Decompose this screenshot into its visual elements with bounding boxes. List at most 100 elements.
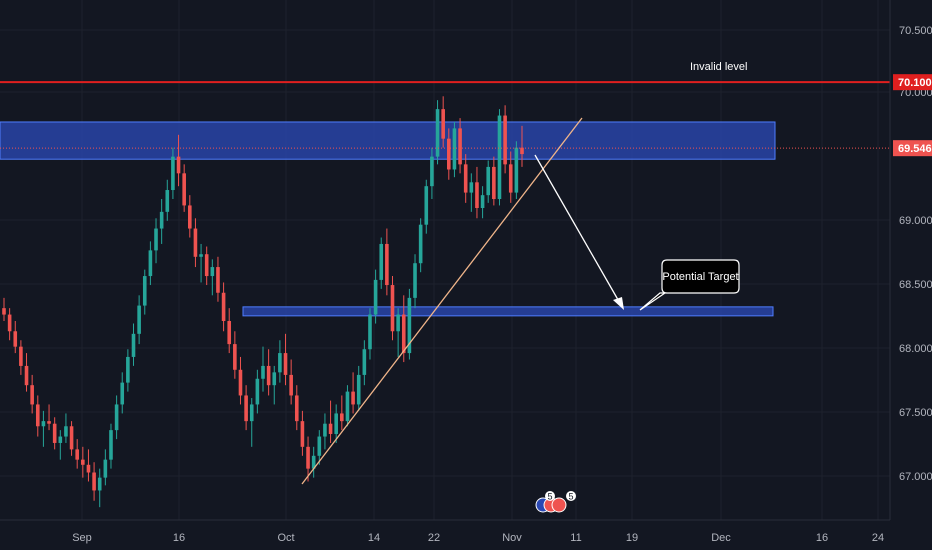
candle-body: [165, 190, 170, 212]
candle-body: [86, 464, 91, 473]
x-tick-label: 24: [872, 532, 884, 544]
candle-body: [520, 147, 524, 155]
candle-body: [469, 182, 474, 193]
candle-body: [148, 250, 153, 277]
candle-body: [300, 421, 305, 447]
candle-body: [92, 472, 96, 491]
grid: [0, 0, 890, 520]
candle-body: [362, 349, 367, 375]
candle-body: [306, 446, 310, 469]
y-tick-label: 68.500: [899, 279, 932, 291]
candle-body: [182, 173, 186, 206]
trendline: [301, 117, 583, 485]
candle-body: [463, 164, 468, 193]
candle-body: [379, 243, 384, 280]
candle-body: [81, 459, 85, 465]
candle-body: [47, 421, 51, 424]
candle-body: [216, 267, 220, 293]
candle-body: [137, 305, 141, 334]
candle-body: [334, 413, 338, 434]
candle-body: [13, 331, 18, 347]
candle-body: [480, 195, 485, 208]
invalid-level-label: Invalid level: [690, 61, 747, 73]
candle-body: [204, 254, 209, 277]
candle-body: [475, 182, 479, 208]
candle-body: [340, 413, 344, 422]
candle-body: [447, 138, 451, 170]
x-tick-label: 22: [428, 532, 440, 544]
candle-body: [401, 314, 406, 354]
target-arrow-head: [613, 297, 624, 310]
price-tag-label: 69.546: [898, 143, 932, 155]
candle-body: [492, 166, 496, 200]
candle-body: [508, 164, 513, 193]
x-tick-label: 16: [816, 532, 828, 544]
candle-body: [368, 314, 372, 350]
candle-body: [249, 404, 254, 422]
candle-body: [233, 344, 237, 370]
candle-body: [131, 333, 136, 357]
candle-body: [294, 395, 299, 422]
candle-body: [120, 382, 125, 405]
candle-body: [244, 395, 248, 422]
candle-body: [75, 449, 79, 460]
candle-body: [503, 115, 507, 165]
x-tick-label: 19: [626, 532, 638, 544]
candle-body: [328, 423, 333, 434]
candle-body: [289, 374, 293, 396]
candle-body: [497, 115, 502, 200]
candle-body: [193, 228, 198, 257]
candle-body: [396, 314, 400, 332]
candle-body: [373, 279, 378, 315]
candle-body: [7, 314, 12, 332]
candle-body: [283, 353, 288, 375]
zones: [0, 121, 776, 317]
candle-body: [69, 426, 74, 450]
candle-body: [188, 205, 192, 229]
x-tick-label: Sep: [72, 532, 92, 544]
candle-body: [385, 243, 389, 286]
candle-body: [486, 166, 491, 196]
candle-body: [210, 267, 215, 277]
candle-body: [261, 365, 265, 379]
x-tick-label: 16: [173, 532, 185, 544]
candle-body: [356, 374, 361, 405]
candle-body: [227, 320, 232, 345]
candle-body: [413, 263, 417, 298]
candle-body: [317, 436, 322, 456]
event-count: 5: [568, 492, 573, 502]
candle-body: [272, 372, 277, 386]
supply-zone: [0, 121, 776, 160]
candle-body: [430, 156, 434, 187]
candle-body: [35, 404, 40, 427]
event-count-badge: [545, 491, 555, 501]
candle-body: [171, 156, 175, 191]
candle-body: [407, 297, 412, 354]
candle-body: [452, 128, 457, 170]
candle-body: [159, 211, 164, 229]
candle-body: [221, 292, 226, 321]
event-count-badge: [566, 491, 576, 501]
candle-body: [109, 430, 113, 460]
candle-body: [351, 391, 355, 405]
candle-body: [418, 224, 423, 264]
target-arrow-line: [534, 154, 622, 306]
candle-body: [176, 156, 181, 174]
event-count: 5: [547, 492, 552, 502]
candle-body: [255, 378, 260, 405]
y-tick-label: 70.500: [899, 25, 932, 37]
candle-body: [2, 308, 6, 315]
candle-body: [424, 186, 429, 225]
candle-body: [278, 353, 282, 373]
candle-body: [142, 276, 147, 306]
candle-body: [30, 385, 34, 405]
candle-body: [126, 356, 130, 383]
y-tick-label: 67.500: [899, 407, 932, 419]
candle-body: [58, 436, 63, 443]
potential-target-label: Potential Target: [662, 271, 738, 283]
candle-body: [64, 426, 68, 437]
price-tag: [893, 140, 932, 157]
x-tick-label: Nov: [502, 532, 522, 544]
candle-body: [435, 109, 440, 157]
